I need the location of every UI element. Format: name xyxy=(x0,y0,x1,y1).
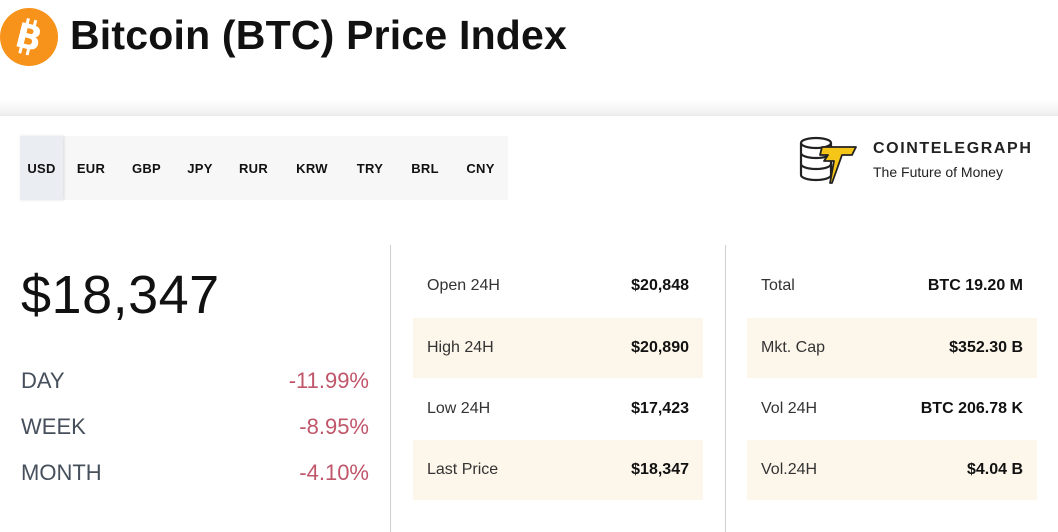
tab-gbp[interactable]: GBP xyxy=(131,160,162,176)
bitcoin-icon: B xyxy=(0,8,58,66)
change-row-day: DAY -11.99% xyxy=(21,368,369,398)
change-label: WEEK xyxy=(21,414,86,439)
stat-label: High 24H xyxy=(427,339,494,356)
tab-eur[interactable]: EUR xyxy=(76,160,106,176)
stat-value: $352.30 B xyxy=(949,339,1023,356)
stat-label: Mkt. Cap xyxy=(761,339,826,356)
stat-row-last-price: Last Price $18,347 xyxy=(413,440,703,500)
change-value: -11.99% xyxy=(288,368,369,393)
column-divider xyxy=(725,245,726,532)
change-value: -8.95% xyxy=(299,414,369,439)
current-price: $18,347 xyxy=(21,265,220,325)
cointelegraph-coins-icon[interactable] xyxy=(798,135,860,193)
stat-label: Vol 24H xyxy=(761,400,818,417)
stat-row-high-24h: High 24H $20,890 xyxy=(413,318,703,378)
stat-label: Total xyxy=(761,277,795,294)
stat-row-vol-24h-btc: Vol 24H BTC 206.78 K xyxy=(747,379,1037,439)
stat-value: $20,848 xyxy=(631,277,689,294)
change-label: DAY xyxy=(21,368,65,393)
tab-jpy[interactable]: JPY xyxy=(187,160,213,176)
tab-usd[interactable]: USD xyxy=(20,136,63,200)
brand-name[interactable]: COINTELEGRAPH xyxy=(873,140,1033,157)
stat-value: $17,423 xyxy=(631,400,689,417)
change-row-week: WEEK -8.95% xyxy=(21,414,369,444)
tab-krw[interactable]: KRW xyxy=(296,160,328,176)
stat-row-mkt-cap: Mkt. Cap $352.30 B xyxy=(747,318,1037,378)
stat-label: Low 24H xyxy=(427,400,491,417)
stat-row-vol-24h-usd: Vol.24H $4.04 B xyxy=(747,440,1037,500)
stat-value: $20,890 xyxy=(631,339,689,356)
brand-tagline: The Future of Money xyxy=(873,164,1003,180)
header-divider xyxy=(0,100,1058,116)
change-row-month: MONTH -4.10% xyxy=(21,460,369,490)
column-divider xyxy=(390,245,391,532)
stat-value: $4.04 B xyxy=(966,461,1023,478)
currency-tabs: USD EUR GBP JPY RUR KRW TRY BRL CNY xyxy=(20,136,508,200)
stat-row-open-24h: Open 24H $20,848 xyxy=(413,256,703,316)
tab-brl[interactable]: BRL xyxy=(411,160,439,176)
tab-rur[interactable]: RUR xyxy=(238,160,269,176)
stat-label: Vol.24H xyxy=(761,461,818,478)
header: B Bitcoin (BTC) Price Index xyxy=(0,0,1058,112)
tab-try[interactable]: TRY xyxy=(356,160,384,176)
change-label: MONTH xyxy=(21,460,102,485)
stat-label: Last Price xyxy=(427,461,499,478)
change-value: -4.10% xyxy=(299,460,369,485)
stat-value: $18,347 xyxy=(631,461,689,478)
stat-label: Open 24H xyxy=(427,277,500,294)
stat-value: BTC 206.78 K xyxy=(920,400,1023,417)
page-title: Bitcoin (BTC) Price Index xyxy=(70,12,568,58)
stat-row-low-24h: Low 24H $17,423 xyxy=(413,379,703,439)
stat-value: BTC 19.20 M xyxy=(927,277,1023,294)
stat-row-total: Total BTC 19.20 M xyxy=(747,256,1037,316)
tab-cny[interactable]: CNY xyxy=(466,160,495,176)
